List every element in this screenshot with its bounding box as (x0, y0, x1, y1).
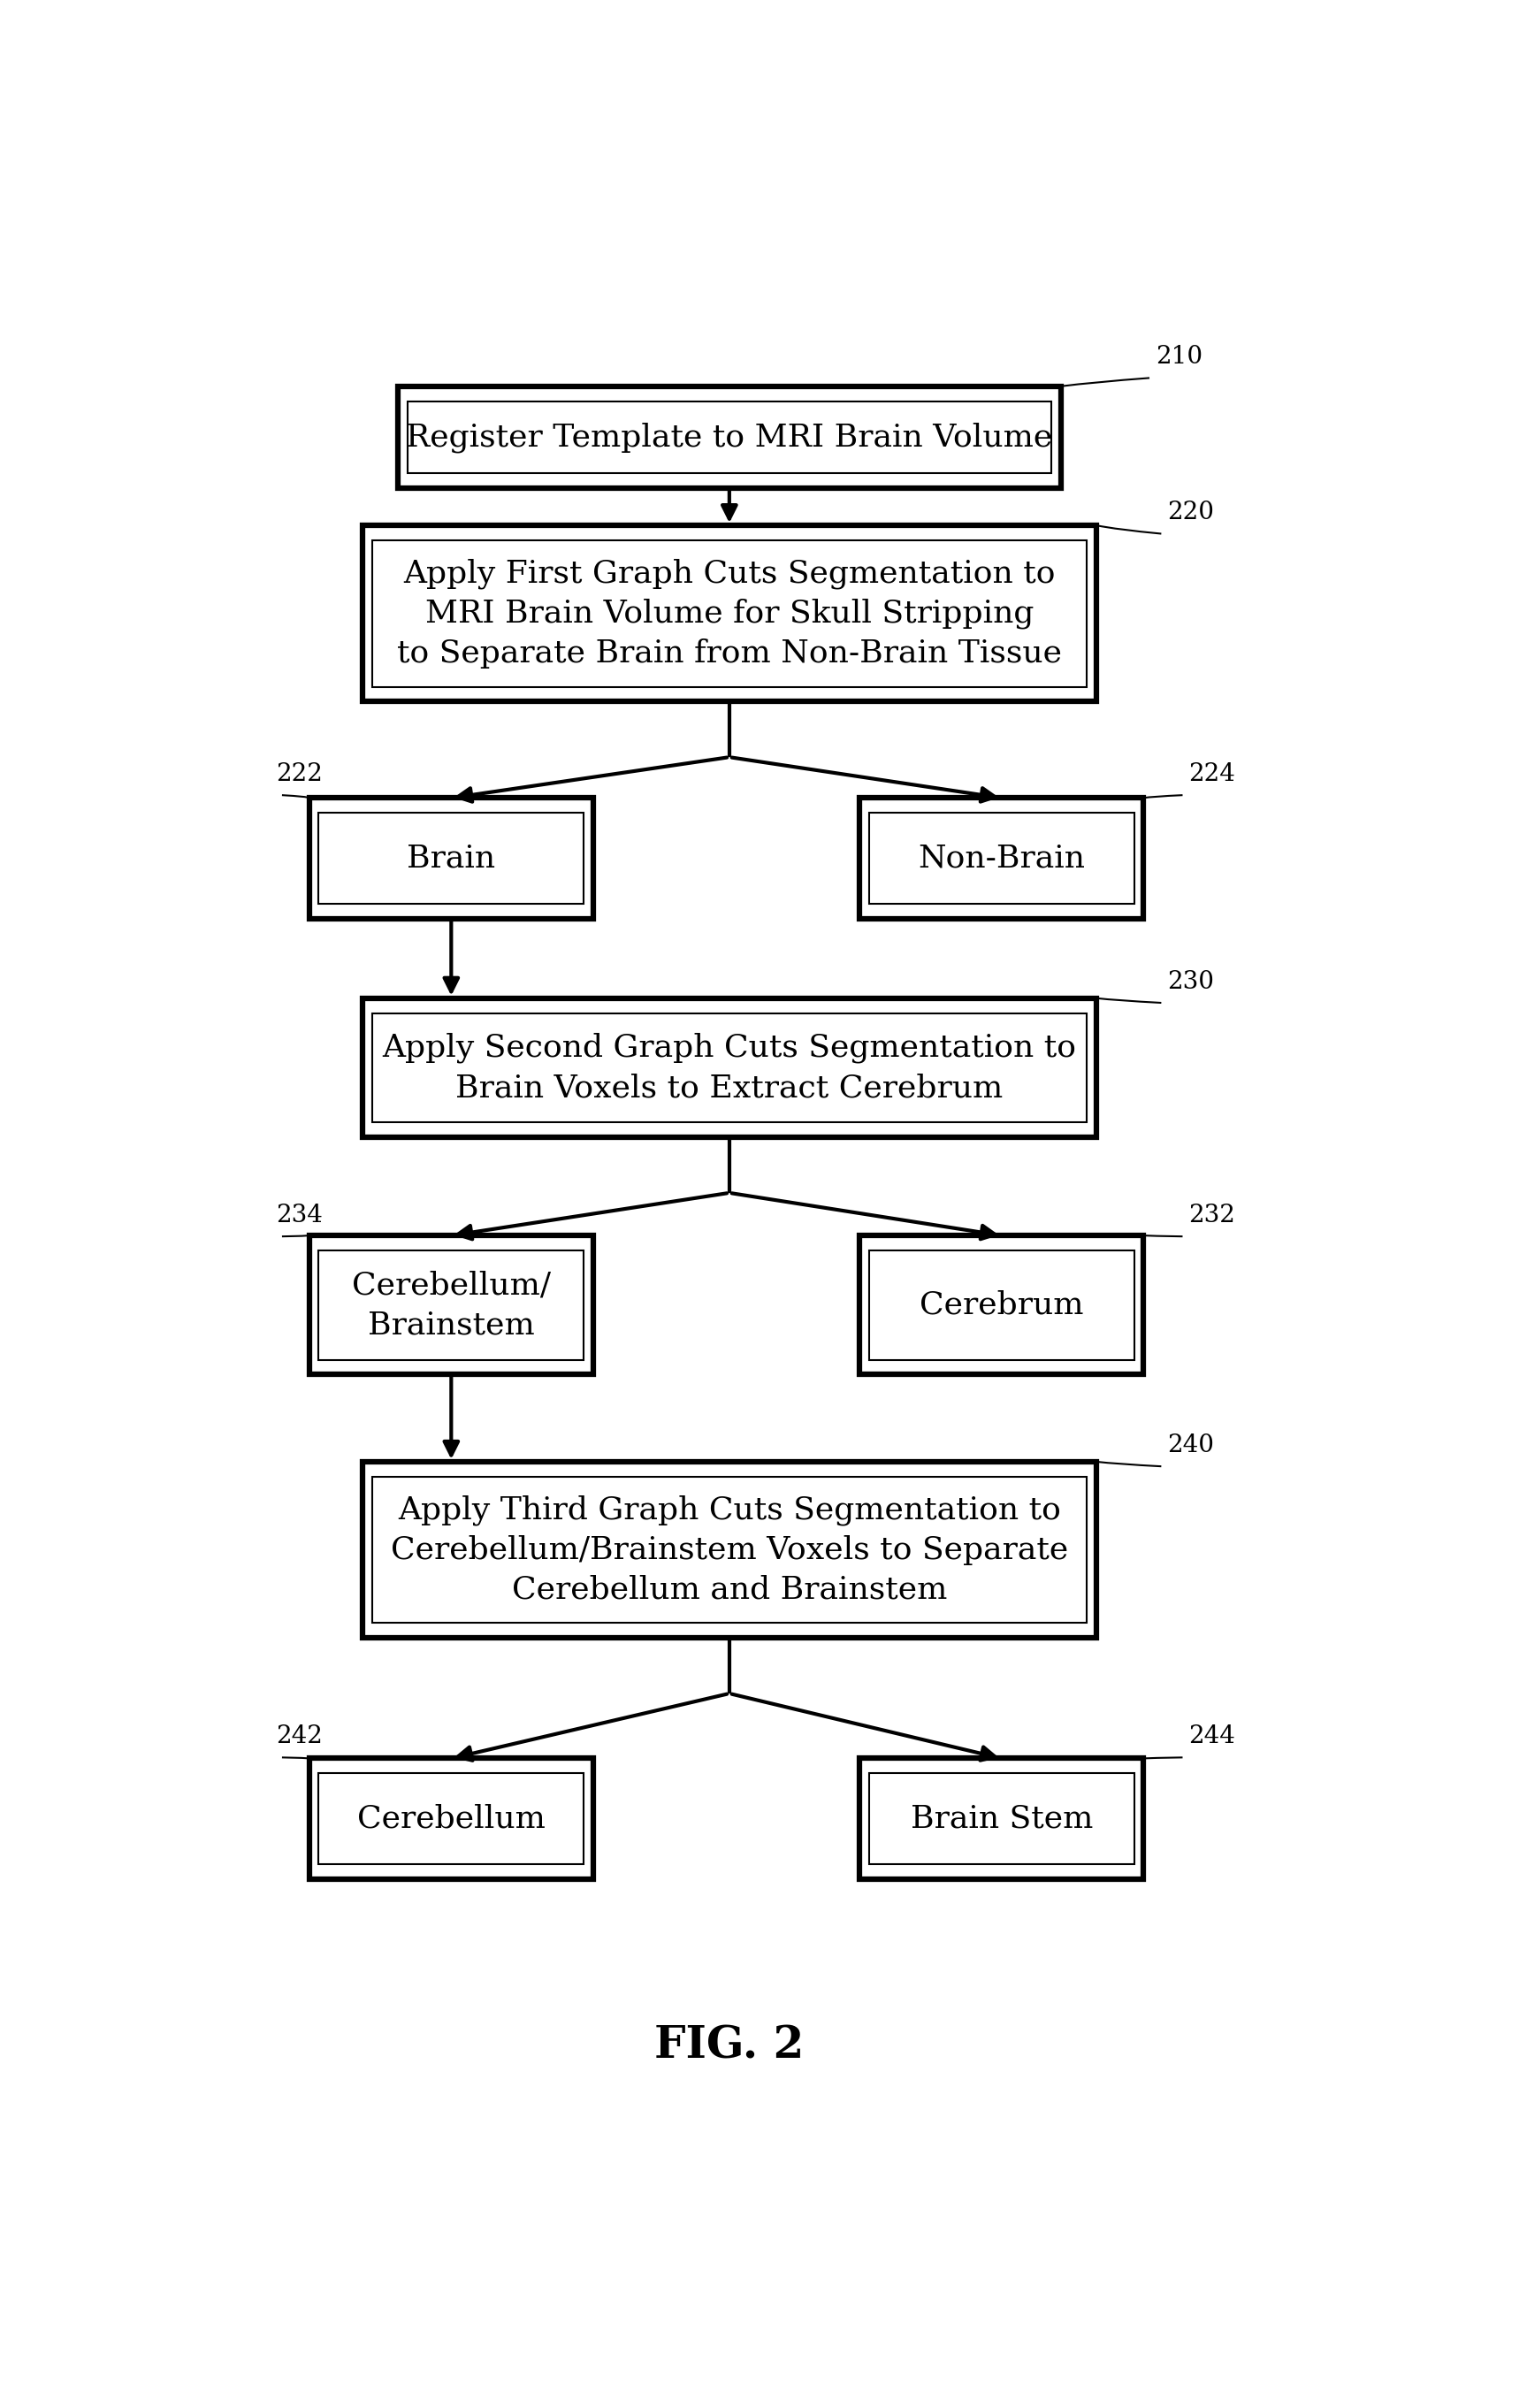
Text: 220: 220 (1167, 501, 1214, 525)
Text: 240: 240 (1167, 1433, 1214, 1457)
FancyBboxPatch shape (362, 999, 1096, 1137)
FancyBboxPatch shape (373, 1476, 1087, 1623)
FancyBboxPatch shape (319, 1250, 583, 1361)
FancyBboxPatch shape (319, 814, 583, 903)
Text: Cerebellum: Cerebellum (357, 1804, 545, 1832)
Text: Apply First Graph Cuts Segmentation to
MRI Brain Volume for Skull Stripping
to S: Apply First Graph Cuts Segmentation to M… (397, 559, 1061, 669)
FancyBboxPatch shape (399, 385, 1061, 489)
Text: 210: 210 (1156, 344, 1202, 368)
FancyBboxPatch shape (308, 1235, 592, 1375)
Text: 224: 224 (1188, 761, 1235, 785)
FancyBboxPatch shape (319, 1772, 583, 1864)
FancyBboxPatch shape (373, 1014, 1087, 1122)
FancyBboxPatch shape (308, 1758, 592, 1878)
FancyBboxPatch shape (860, 1758, 1144, 1878)
FancyBboxPatch shape (860, 1235, 1144, 1375)
FancyBboxPatch shape (362, 1462, 1096, 1637)
FancyBboxPatch shape (869, 814, 1135, 903)
FancyBboxPatch shape (408, 402, 1051, 474)
Text: Non-Brain: Non-Brain (918, 843, 1086, 874)
FancyBboxPatch shape (362, 525, 1096, 701)
FancyBboxPatch shape (869, 1250, 1135, 1361)
Text: Apply Second Graph Cuts Segmentation to
Brain Voxels to Extract Cerebrum: Apply Second Graph Cuts Segmentation to … (382, 1033, 1077, 1103)
FancyBboxPatch shape (860, 797, 1144, 917)
FancyBboxPatch shape (869, 1772, 1135, 1864)
Text: Apply Third Graph Cuts Segmentation to
Cerebellum/Brainstem Voxels to Separate
C: Apply Third Graph Cuts Segmentation to C… (391, 1495, 1067, 1604)
FancyBboxPatch shape (373, 539, 1087, 686)
Text: 244: 244 (1188, 1724, 1235, 1748)
Text: FIG. 2: FIG. 2 (655, 2025, 805, 2068)
FancyBboxPatch shape (308, 797, 592, 917)
Text: Register Template to MRI Brain Volume: Register Template to MRI Brain Volume (406, 421, 1052, 453)
Text: 234: 234 (276, 1204, 322, 1228)
Text: Cerebellum/
Brainstem: Cerebellum/ Brainstem (351, 1269, 551, 1339)
Text: Brain Stem: Brain Stem (910, 1804, 1093, 1832)
Text: 230: 230 (1167, 970, 1214, 995)
Text: 242: 242 (276, 1724, 322, 1748)
Text: Cerebrum: Cerebrum (919, 1291, 1084, 1320)
Text: 232: 232 (1188, 1204, 1235, 1228)
Text: 222: 222 (276, 761, 322, 785)
Text: Brain: Brain (408, 843, 495, 874)
